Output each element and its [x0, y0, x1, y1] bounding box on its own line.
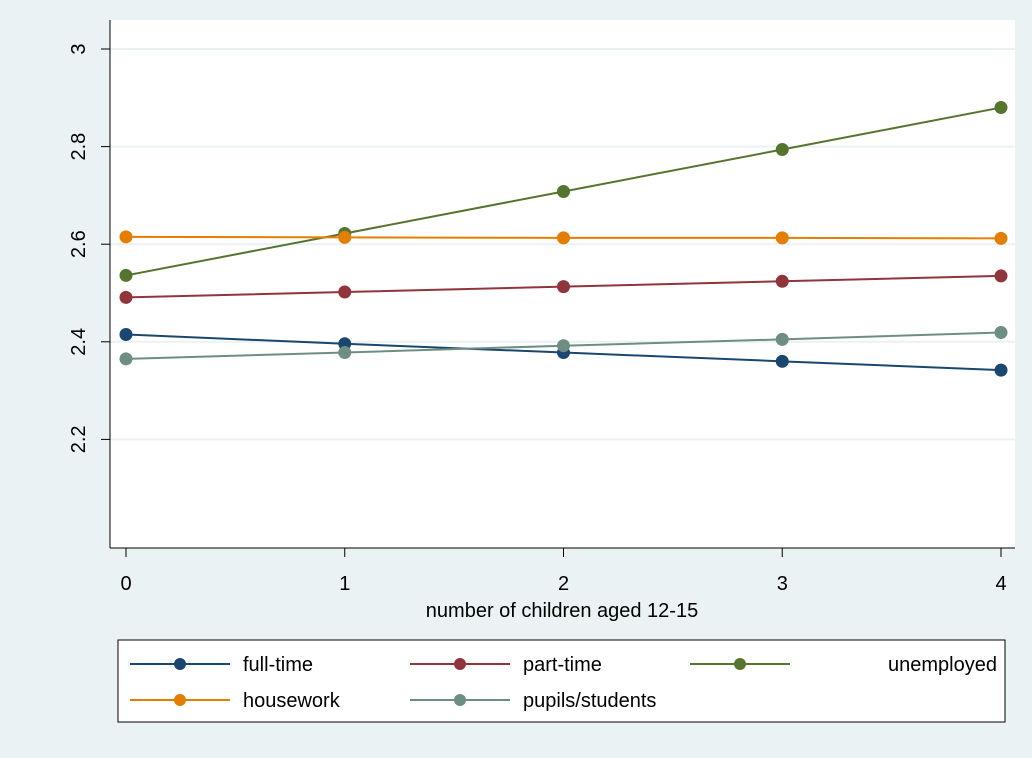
legend-label: unemployed [888, 654, 997, 676]
data-point [557, 184, 570, 198]
data-point [994, 363, 1008, 377]
legend-swatch-marker [454, 658, 466, 670]
y-tick-label: 3 [68, 43, 90, 54]
data-point [775, 354, 789, 368]
data-point [775, 332, 789, 346]
data-point [994, 269, 1008, 283]
data-point [775, 143, 789, 157]
x-tick-label: 0 [120, 573, 131, 595]
data-point [119, 352, 133, 366]
x-tick-label: 1 [339, 573, 350, 595]
data-point [994, 326, 1008, 340]
x-tick-label: 4 [995, 573, 1006, 595]
data-point [338, 285, 352, 299]
legend-swatch-marker [454, 694, 466, 706]
data-point [338, 346, 352, 360]
x-axis-label: number of children aged 12-15 [426, 600, 698, 622]
series-group [119, 101, 1008, 377]
data-point [775, 231, 789, 245]
y-tick-label: 2.8 [68, 133, 90, 161]
x-axis-ticks: 0 1 2 3 4 [120, 548, 1007, 595]
data-point [119, 230, 133, 244]
data-point [994, 231, 1008, 245]
legend-label: pupils/students [523, 690, 656, 712]
data-point [557, 231, 570, 245]
data-point [119, 268, 133, 282]
data-point [994, 101, 1008, 115]
y-tick-label: 2.6 [68, 230, 90, 258]
legend-swatch-marker [174, 694, 186, 706]
data-point [119, 290, 133, 304]
legend-box [117, 639, 1006, 723]
y-tick-label: 2.4 [68, 328, 90, 356]
x-tick-label: 3 [777, 573, 788, 595]
legend: full-time part-time unemployed housework pup… [130, 654, 997, 712]
data-point [775, 274, 789, 288]
data-point [338, 230, 352, 244]
data-point [557, 339, 570, 353]
data-point [119, 327, 133, 341]
y-tick-label: 2.2 [68, 425, 90, 453]
legend-label: full-time [243, 654, 313, 676]
legend-label: housework [243, 690, 341, 712]
data-point [557, 280, 570, 294]
legend-swatch-marker [174, 658, 186, 670]
legend-label: part-time [523, 654, 602, 676]
legend-swatch-marker [734, 658, 746, 670]
y-axis-ticks: 2.2 2.4 2.6 2.8 3 [68, 43, 110, 453]
x-tick-label: 2 [558, 573, 569, 595]
